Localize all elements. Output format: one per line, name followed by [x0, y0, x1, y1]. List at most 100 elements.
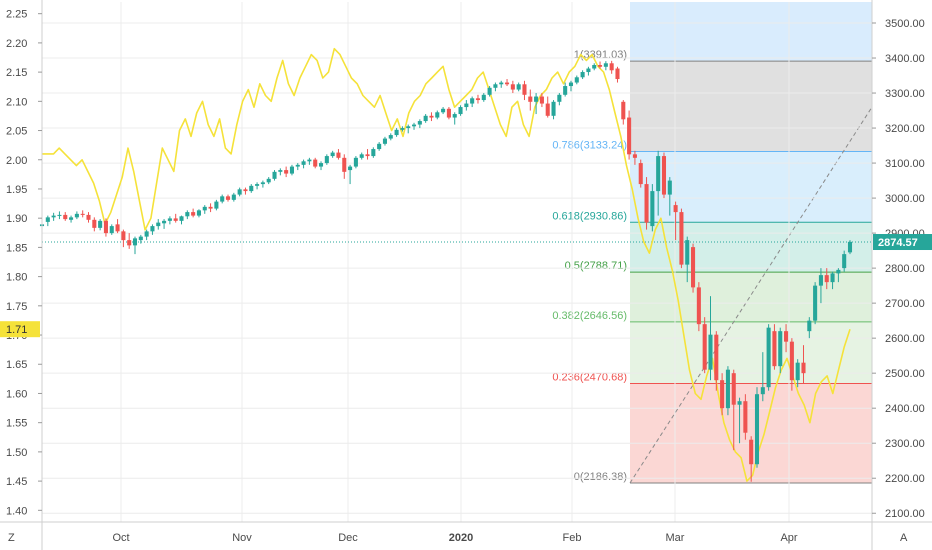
x-tick-label: Nov — [232, 532, 252, 544]
candle-body — [673, 205, 678, 213]
right-tick-label: 2400.00 — [885, 403, 925, 415]
candle-body — [539, 96, 544, 104]
candle-down — [749, 436, 754, 482]
candle-body — [435, 112, 440, 118]
candle-up — [231, 192, 236, 202]
candle-body — [138, 236, 143, 241]
candle-body — [295, 164, 300, 167]
candle-down — [313, 157, 318, 169]
candle-body — [98, 220, 103, 228]
fib-level-label: 0.236(2470.68) — [552, 371, 627, 383]
candle-body — [336, 152, 341, 158]
candle-up — [98, 219, 103, 231]
candle-down — [673, 201, 678, 241]
left-tick-label: 1.80 — [6, 272, 27, 284]
candle-body — [127, 240, 132, 246]
candle-body — [563, 86, 568, 95]
x-tick-label: Oct — [112, 532, 129, 544]
candle-up — [725, 366, 730, 416]
candle-down — [621, 100, 626, 125]
candle-up — [650, 184, 655, 232]
right-tick-label: 3000.00 — [885, 193, 925, 205]
candle-up — [551, 100, 556, 120]
left-tick-label: 2.25 — [6, 9, 27, 21]
candle-body — [191, 212, 196, 216]
right-corner-label[interactable]: A — [900, 532, 908, 544]
fib-level-label: 0.786(3133.24) — [552, 139, 627, 151]
candle-body — [208, 206, 213, 209]
left-corner-label[interactable]: Z — [8, 532, 15, 544]
candle-body — [679, 212, 684, 265]
candle-body — [760, 387, 765, 395]
candle-body — [324, 156, 329, 164]
candle-body — [388, 135, 393, 139]
candle-body — [685, 240, 690, 265]
candle-body — [609, 63, 614, 71]
candle-up — [400, 126, 405, 132]
fib-level-label: 0.618(2930.86) — [552, 210, 627, 222]
candle-body — [603, 63, 608, 67]
candle-body — [818, 275, 823, 286]
left-tick-label: 2.05 — [6, 126, 27, 138]
candle-down — [743, 394, 748, 440]
candle-up — [150, 224, 155, 235]
candle-body — [644, 184, 649, 223]
candle-body — [406, 126, 411, 129]
left-tick-label: 2.00 — [6, 155, 27, 167]
candle-up — [754, 387, 760, 468]
candle-body — [847, 241, 853, 253]
x-tick-label: Apr — [780, 532, 797, 544]
candle-body — [487, 87, 492, 95]
candle-body — [720, 380, 725, 409]
candle-up — [144, 229, 149, 241]
candle-body — [80, 213, 85, 215]
candle-body — [173, 218, 178, 221]
candle-up — [847, 240, 853, 255]
candle-up — [348, 164, 353, 185]
candle-body — [557, 94, 562, 102]
candle-up — [580, 70, 585, 80]
candle-down — [731, 369, 736, 451]
candle-up — [272, 170, 277, 181]
candle-body — [667, 180, 672, 195]
candle-up — [156, 219, 161, 230]
candle-down — [598, 61, 603, 69]
candle-down — [115, 219, 120, 234]
candle-up — [132, 236, 138, 255]
candle-body — [162, 220, 167, 224]
candle-up — [69, 215, 74, 223]
candle-body — [231, 194, 236, 200]
candle-body — [121, 231, 126, 241]
candle-up — [708, 296, 713, 381]
candle-up — [45, 215, 50, 227]
candle-up — [185, 210, 190, 220]
candle-body — [807, 320, 812, 332]
candle-down — [824, 268, 829, 290]
candle-body — [394, 129, 399, 136]
candle-down — [539, 93, 544, 108]
candle-body — [411, 124, 417, 127]
grid — [42, 2, 872, 522]
candle-body — [86, 214, 91, 220]
candle-up — [499, 80, 504, 88]
candle-down — [243, 187, 248, 195]
candle-down — [446, 107, 451, 120]
candle-body — [766, 327, 771, 388]
candle-down — [661, 152, 667, 199]
candle-body — [493, 84, 498, 88]
candle-up — [255, 182, 260, 190]
candle-body — [702, 324, 707, 370]
candle-body — [592, 65, 597, 69]
candle-body — [220, 196, 225, 202]
candle-body — [714, 334, 719, 381]
candle-up — [603, 61, 608, 71]
candle-down — [714, 331, 719, 391]
candle-body — [568, 82, 574, 87]
candle-up — [353, 156, 358, 169]
candle-down — [720, 373, 725, 416]
candle-down — [691, 243, 696, 293]
candle-down — [528, 89, 533, 111]
candle-up — [138, 234, 143, 244]
candle-down — [208, 203, 213, 213]
candle-up — [411, 122, 417, 130]
